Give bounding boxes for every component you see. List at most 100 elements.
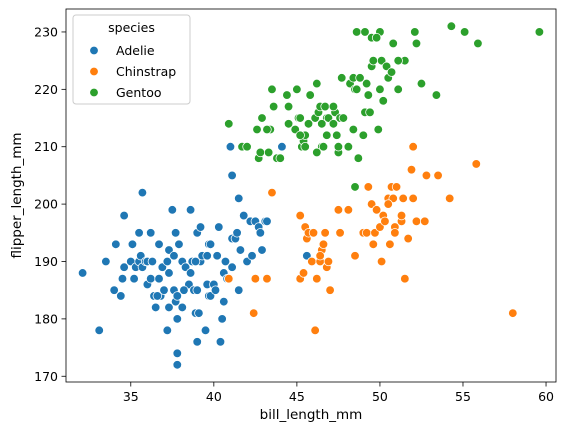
data-point-chinstrap (411, 216, 422, 226)
data-point-adelie (232, 228, 242, 238)
data-point-gentoo (534, 27, 545, 37)
data-point-chinstrap (250, 274, 261, 284)
data-point-adelie (94, 325, 104, 336)
data-point-gentoo (242, 142, 252, 152)
data-point-adelie (172, 314, 182, 324)
data-point-chinstrap (312, 274, 322, 284)
data-point-gentoo (300, 142, 310, 152)
data-point-adelie (146, 274, 156, 284)
data-point-adelie (227, 170, 237, 181)
data-point-adelie (215, 337, 226, 347)
data-point-adelie (185, 268, 196, 278)
data-point-chinstrap (408, 142, 418, 152)
data-point-chinstrap (333, 205, 344, 215)
data-point-chinstrap (391, 182, 402, 192)
data-point-adelie (174, 239, 184, 249)
data-point-adelie (146, 228, 156, 238)
data-point-gentoo (358, 130, 368, 140)
data-point-adelie (179, 285, 189, 295)
data-point-gentoo (328, 119, 339, 129)
data-point-adelie (212, 251, 222, 261)
data-point-adelie (262, 216, 272, 226)
data-point-gentoo (361, 78, 372, 89)
data-point-gentoo (360, 27, 370, 37)
x-tick-label: 50 (372, 389, 388, 404)
data-point-chinstrap (421, 170, 432, 181)
points-layer (77, 21, 545, 370)
data-point-adelie (119, 262, 129, 272)
y-axis-label: flipper_length_mm (9, 132, 25, 258)
data-point-chinstrap (318, 239, 329, 249)
data-point-adelie (164, 268, 174, 278)
data-point-chinstrap (307, 256, 317, 267)
y-tick-label: 200 (34, 197, 58, 212)
data-point-chinstrap (408, 193, 418, 204)
data-point-gentoo (257, 113, 267, 123)
data-point-chinstrap (295, 210, 305, 221)
legend-marker-chinstrap (89, 66, 99, 77)
data-point-chinstrap (406, 165, 417, 175)
legend-items: Adelie Chinstrap Gentoo (89, 43, 176, 100)
data-point-gentoo (295, 130, 305, 140)
data-point-chinstrap (403, 233, 413, 244)
data-point-adelie (235, 245, 246, 255)
data-point-adelie (159, 285, 169, 295)
y-tick-label: 220 (34, 82, 58, 97)
data-point-adelie (200, 325, 211, 336)
legend-marker-gentoo (89, 87, 99, 98)
data-point-adelie (154, 274, 164, 284)
y-tick-label: 170 (34, 369, 58, 384)
data-point-gentoo (411, 38, 422, 49)
data-point-adelie (77, 268, 88, 278)
data-point-chinstrap (224, 274, 234, 284)
data-point-gentoo (386, 67, 397, 77)
data-point-adelie (111, 239, 121, 249)
data-point-adelie (172, 348, 182, 358)
data-point-gentoo (410, 27, 420, 37)
data-point-chinstrap (420, 216, 430, 226)
data-point-adelie (257, 245, 267, 255)
y-tick-label: 230 (34, 24, 58, 39)
data-point-gentoo (393, 84, 403, 95)
data-point-gentoo (282, 90, 292, 100)
data-point-chinstrap (262, 274, 272, 284)
legend-label-adelie: Adelie (116, 43, 155, 58)
data-point-gentoo (224, 119, 234, 129)
data-point-gentoo (322, 130, 332, 140)
data-point-adelie (101, 256, 111, 267)
data-point-adelie (219, 296, 229, 307)
data-point-gentoo (332, 130, 342, 140)
data-point-chinstrap (267, 187, 277, 198)
data-point-gentoo (255, 147, 266, 158)
data-point-chinstrap (380, 216, 390, 226)
x-tick-label: 40 (206, 389, 222, 404)
data-point-gentoo (303, 119, 314, 129)
data-point-gentoo (275, 153, 285, 163)
data-point-adelie (234, 285, 244, 295)
legend-label-gentoo: Gentoo (116, 85, 162, 100)
data-point-adelie (137, 187, 148, 198)
data-point-adelie (225, 142, 236, 152)
data-point-adelie (205, 239, 216, 249)
data-point-gentoo (292, 84, 302, 95)
data-point-chinstrap (361, 228, 372, 238)
data-point-gentoo (373, 124, 383, 135)
data-point-gentoo (328, 101, 339, 112)
data-point-gentoo (353, 153, 364, 163)
data-point-gentoo (338, 113, 349, 123)
data-point-chinstrap (445, 193, 455, 204)
x-tick-label: 35 (123, 389, 139, 404)
data-point-adelie (147, 256, 158, 267)
data-point-gentoo (388, 38, 398, 49)
data-point-adelie (185, 205, 196, 215)
data-point-adelie (154, 239, 164, 249)
data-point-gentoo (416, 78, 427, 89)
x-tick-label: 45 (289, 389, 305, 404)
data-point-adelie (220, 256, 231, 267)
data-point-chinstrap (363, 182, 373, 192)
data-point-gentoo (352, 84, 362, 95)
data-point-gentoo (317, 119, 327, 129)
y-tick-label: 190 (34, 254, 58, 269)
data-point-gentoo (262, 124, 272, 135)
